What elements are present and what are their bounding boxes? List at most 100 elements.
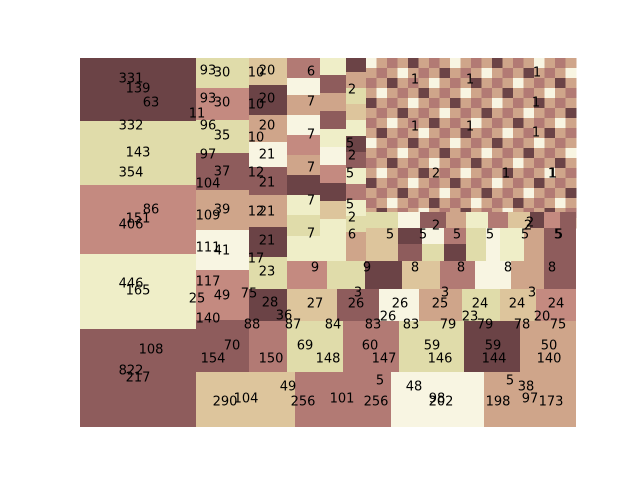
treemap-cell [320, 201, 346, 219]
treemap-cell [408, 118, 419, 129]
treemap-cell [492, 78, 503, 89]
treemap-cell [544, 138, 556, 149]
treemap-cell [418, 88, 430, 99]
treemap-cell [320, 93, 346, 111]
treemap-cell [471, 128, 482, 139]
treemap-cell [502, 168, 514, 179]
treemap-cell [376, 168, 388, 179]
treemap-cell [544, 128, 556, 139]
cell-label: 49 [280, 380, 297, 395]
treemap-cell [460, 188, 472, 199]
treemap-cell [249, 195, 287, 227]
treemap-cell [481, 108, 493, 119]
treemap-cell [391, 372, 484, 427]
treemap-cell [544, 261, 576, 289]
treemap-cell [555, 78, 566, 89]
treemap-cell [450, 188, 461, 199]
treemap-cell [492, 108, 503, 119]
treemap-cell [287, 215, 320, 236]
treemap-cell [534, 138, 545, 149]
cell-label: 173 [539, 395, 564, 410]
treemap-cell [346, 104, 366, 120]
treemap-cell [481, 178, 493, 189]
cell-label: 5 [346, 198, 354, 213]
treemap-cell [450, 158, 461, 169]
treemap-cell [544, 188, 556, 199]
treemap-cell [513, 158, 524, 169]
treemap-cell [249, 85, 287, 115]
treemap-cell [492, 138, 503, 149]
cell-label: 7 [307, 194, 315, 209]
cell-label: 37 [214, 165, 231, 180]
treemap-cell [365, 261, 402, 289]
treemap-cell [346, 232, 366, 261]
treemap-cell [346, 72, 366, 88]
treemap-cell [418, 198, 430, 209]
cell-label: 63 [143, 96, 160, 111]
treemap-cell [366, 138, 377, 149]
treemap-cell [502, 58, 514, 69]
treemap-cell [249, 58, 287, 85]
treemap-cell [397, 148, 409, 159]
treemap-cell [196, 320, 249, 372]
treemap-cell [502, 68, 514, 79]
treemap-cell [366, 88, 377, 99]
treemap-cell [346, 120, 366, 136]
treemap-cell [439, 58, 451, 69]
cell-label: 86 [143, 203, 160, 218]
treemap-cell [544, 58, 556, 69]
cell-label: 87 [285, 318, 302, 333]
treemap-cell [555, 128, 566, 139]
cell-label: 8 [548, 261, 556, 276]
treemap-cell [80, 58, 196, 121]
treemap-cell [534, 78, 545, 89]
treemap-cell [399, 321, 464, 372]
treemap-cell [366, 108, 377, 119]
treemap-cell [397, 58, 409, 69]
treemap-cell [460, 98, 472, 109]
treemap-cell [366, 68, 377, 79]
cell-label: 75 [550, 318, 567, 333]
treemap-cell [534, 128, 545, 139]
treemap-cell [249, 115, 287, 142]
cell-label: 1 [411, 120, 419, 135]
treemap-cell [460, 108, 472, 119]
treemap-cell [366, 178, 377, 189]
treemap-cell [429, 148, 440, 159]
treemap-cell [481, 98, 493, 109]
treemap-cell [397, 178, 409, 189]
cell-label: 26 [380, 310, 397, 325]
treemap-cell [544, 88, 556, 99]
treemap-cell [444, 228, 466, 244]
treemap-cell [439, 188, 451, 199]
treemap-cell [471, 58, 482, 69]
cell-label: 12 [248, 205, 265, 220]
treemap-cell [418, 158, 430, 169]
cell-label: 290 [213, 395, 238, 410]
treemap-cell [523, 58, 535, 69]
treemap-cell [492, 68, 503, 79]
treemap-cell [387, 168, 398, 179]
treemap-cell [502, 128, 514, 139]
treemap-cell [544, 178, 556, 189]
treemap-cell [249, 142, 287, 167]
treemap-cell [439, 78, 451, 89]
treemap-cell [387, 138, 398, 149]
treemap-cell [419, 289, 462, 321]
treemap-cell [440, 261, 475, 289]
treemap-cell [502, 148, 514, 159]
treemap-cell [565, 118, 577, 129]
treemap-cell [555, 198, 566, 209]
treemap-cell [376, 158, 388, 169]
treemap-cell [523, 118, 535, 129]
treemap-cell [555, 188, 566, 199]
treemap-cell [346, 168, 366, 184]
cell-label: 38 [518, 380, 535, 395]
cell-label: 202 [429, 395, 454, 410]
treemap-cell [460, 138, 472, 149]
treemap-cell [450, 108, 461, 119]
cell-label: 49 [214, 289, 231, 304]
treemap-cell [429, 138, 440, 149]
cell-label: 93 [200, 92, 217, 107]
cell-label: 50 [541, 339, 558, 354]
